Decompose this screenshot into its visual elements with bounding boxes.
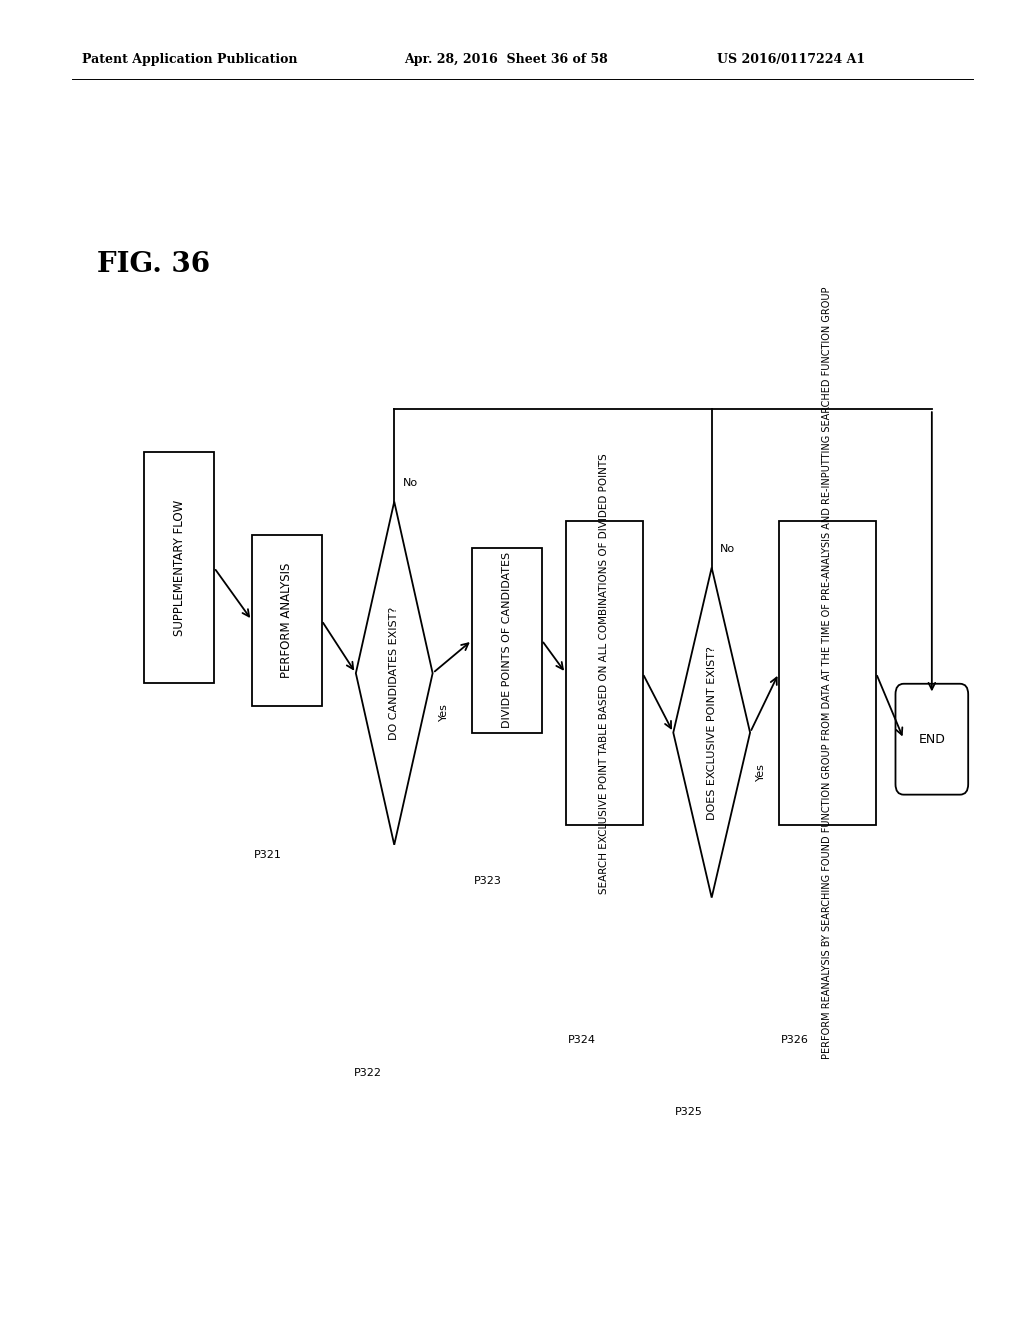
Text: Yes: Yes (756, 763, 766, 781)
Bar (144, 453, 214, 684)
Bar (779, 521, 877, 825)
Text: Patent Application Publication: Patent Application Publication (82, 53, 297, 66)
Text: PERFORM ANALYSIS: PERFORM ANALYSIS (281, 562, 293, 678)
Text: Yes: Yes (438, 704, 449, 722)
Polygon shape (356, 502, 432, 845)
Text: P324: P324 (567, 1035, 596, 1045)
Bar (565, 521, 643, 825)
Text: DO CANDIDATES EXIST?: DO CANDIDATES EXIST? (389, 607, 399, 739)
Text: END: END (919, 733, 945, 746)
Text: PERFORM REANALYSIS BY SEARCHING FOUND FUNCTION GROUP FROM DATA AT THE TIME OF PR: PERFORM REANALYSIS BY SEARCHING FOUND FU… (822, 286, 833, 1060)
Text: FIG. 36: FIG. 36 (97, 251, 210, 277)
Bar (472, 548, 542, 733)
Text: DIVIDE POINTS OF CANDIDATES: DIVIDE POINTS OF CANDIDATES (502, 552, 512, 729)
Text: P321: P321 (254, 850, 282, 861)
Text: No: No (720, 544, 735, 554)
Text: Apr. 28, 2016  Sheet 36 of 58: Apr. 28, 2016 Sheet 36 of 58 (404, 53, 608, 66)
Text: P326: P326 (781, 1035, 809, 1045)
Text: US 2016/0117224 A1: US 2016/0117224 A1 (717, 53, 865, 66)
Text: P322: P322 (354, 1068, 382, 1078)
Text: P323: P323 (474, 876, 502, 887)
Polygon shape (674, 568, 750, 898)
Text: DOES EXCLUSIVE POINT EXIST?: DOES EXCLUSIVE POINT EXIST? (707, 645, 717, 820)
Text: P325: P325 (676, 1107, 703, 1118)
Bar (252, 535, 322, 706)
Text: SUPPLEMENTARY FLOW: SUPPLEMENTARY FLOW (173, 499, 185, 636)
FancyBboxPatch shape (895, 684, 969, 795)
Text: No: No (402, 478, 418, 488)
Text: SEARCH EXCLUSIVE POINT TABLE BASED ON ALL COMBINATIONS OF DIVIDED POINTS: SEARCH EXCLUSIVE POINT TABLE BASED ON AL… (599, 453, 609, 894)
